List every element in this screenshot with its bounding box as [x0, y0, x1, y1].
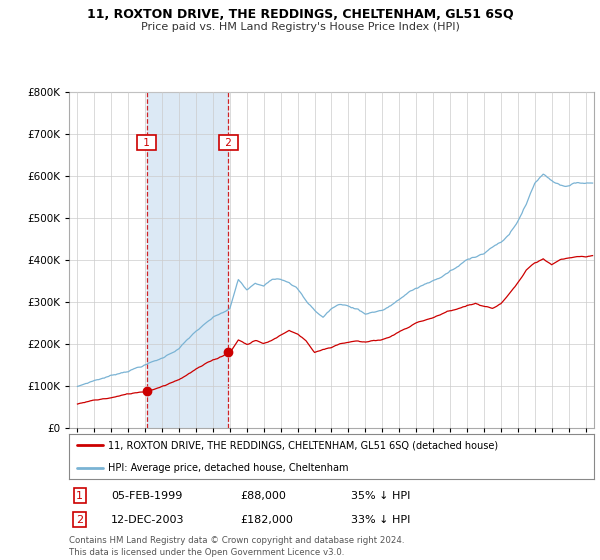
Text: 35% ↓ HPI: 35% ↓ HPI — [351, 491, 410, 501]
Text: 12-DEC-2003: 12-DEC-2003 — [111, 515, 185, 525]
Text: HPI: Average price, detached house, Cheltenham: HPI: Average price, detached house, Chel… — [109, 463, 349, 473]
Text: Price paid vs. HM Land Registry's House Price Index (HPI): Price paid vs. HM Land Registry's House … — [140, 22, 460, 32]
Text: 11, ROXTON DRIVE, THE REDDINGS, CHELTENHAM, GL51 6SQ: 11, ROXTON DRIVE, THE REDDINGS, CHELTENH… — [86, 8, 514, 21]
Text: £88,000: £88,000 — [240, 491, 286, 501]
Text: 2: 2 — [76, 515, 83, 525]
Text: 1: 1 — [140, 138, 153, 148]
Text: 05-FEB-1999: 05-FEB-1999 — [111, 491, 182, 501]
Text: 1: 1 — [76, 491, 83, 501]
Bar — [146, 92, 229, 428]
Text: 33% ↓ HPI: 33% ↓ HPI — [351, 515, 410, 525]
Text: 2: 2 — [222, 138, 235, 148]
Text: Contains HM Land Registry data © Crown copyright and database right 2024.
This d: Contains HM Land Registry data © Crown c… — [69, 536, 404, 557]
Text: £182,000: £182,000 — [240, 515, 293, 525]
Text: 11, ROXTON DRIVE, THE REDDINGS, CHELTENHAM, GL51 6SQ (detached house): 11, ROXTON DRIVE, THE REDDINGS, CHELTENH… — [109, 440, 499, 450]
